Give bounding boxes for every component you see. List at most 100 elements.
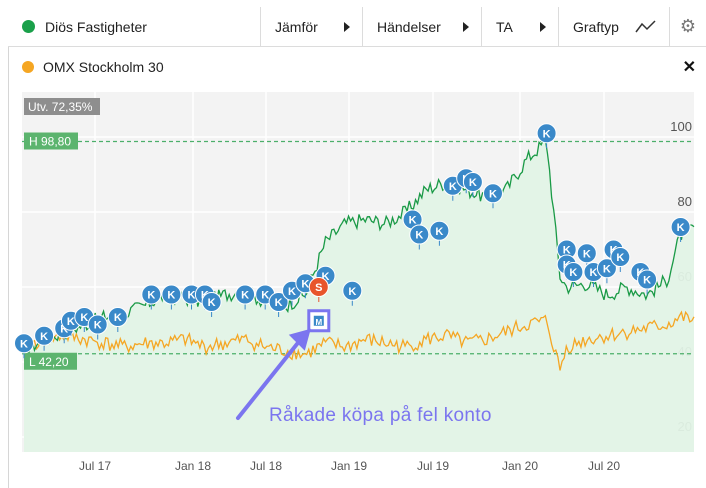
x-tick-label: Jul 20	[588, 459, 620, 473]
event-marker-k-label: K	[60, 323, 68, 335]
event-marker-k-label: K	[261, 290, 269, 302]
graph-type-button[interactable]: Graftyp	[559, 7, 670, 46]
ta-menu-button[interactable]: TA	[482, 7, 559, 46]
highlight-marker	[313, 315, 324, 326]
event-marker-k-label: K	[322, 271, 330, 283]
event-marker-k-label: K	[20, 338, 28, 350]
chart-toolbar: Diös Fastigheter Jämför Händelser TA Gra…	[8, 7, 706, 47]
line-chart-icon	[635, 19, 656, 32]
caret-right-icon	[540, 21, 546, 32]
event-marker-k-label: K	[677, 222, 685, 234]
event-marker-k-label: K	[616, 252, 624, 264]
event-marker-k	[409, 224, 430, 245]
event-marker-k	[34, 325, 55, 346]
event-marker-k-label: K	[67, 316, 75, 328]
event-marker-k-label: K	[603, 263, 611, 275]
event-marker-k	[87, 314, 108, 335]
event-marker-k	[462, 172, 483, 192]
event-marker-k	[576, 243, 597, 264]
instrument-color-dot	[22, 20, 35, 33]
caret-right-icon	[463, 21, 469, 32]
event-marker-k	[563, 262, 584, 282]
event-marker-s	[308, 277, 329, 297]
annotation-arrow-head	[288, 328, 311, 351]
instrument-name: Diös Fastigheter	[45, 18, 147, 35]
event-marker-k-label: K	[348, 286, 356, 298]
events-label: Händelser	[377, 18, 441, 35]
event-marker-k-label: K	[40, 331, 48, 343]
event-marker-k-label: K	[563, 245, 571, 257]
event-marker-k	[429, 220, 450, 241]
event-marker-k-label: K	[188, 290, 196, 302]
event-marker-k-label: K	[415, 230, 423, 242]
compare-menu-button[interactable]: Jämför	[261, 7, 363, 46]
event-marker-k-label: K	[275, 297, 283, 309]
x-tick-label: Jul 17	[79, 459, 111, 473]
event-marker-k	[107, 307, 128, 327]
event-marker-k-label: K	[94, 320, 102, 332]
x-tick-label: Jul 19	[417, 459, 449, 473]
event-marker-k-label: K	[643, 275, 651, 287]
comparison-legend: OMX Stockholm 30 ✕	[8, 47, 706, 87]
annotation-arrow-shaft	[236, 334, 305, 420]
event-marker-k-label: K	[435, 226, 443, 238]
settings-button[interactable]: ⚙	[670, 7, 706, 46]
event-marker-k-label: K	[208, 297, 216, 309]
dios-line	[23, 138, 695, 358]
caret-right-icon	[344, 21, 350, 32]
event-marker-k	[670, 217, 691, 237]
x-tick-label: Jan 19	[331, 459, 367, 473]
change-label: Utv. 72,35%	[28, 100, 93, 114]
close-icon[interactable]: ✕	[682, 59, 696, 76]
event-marker-k	[161, 284, 182, 305]
event-marker-k-label: K	[569, 267, 577, 279]
event-marker-k	[536, 123, 557, 144]
event-marker-k	[201, 292, 222, 312]
highlight-marker-label: M	[315, 318, 322, 327]
event-marker-k	[596, 258, 617, 279]
high-badge	[24, 132, 78, 150]
event-marker-k	[637, 269, 658, 290]
event-marker-k-label: K	[590, 267, 598, 279]
event-marker-k-label: K	[288, 286, 296, 298]
event-marker-k	[141, 284, 162, 305]
event-marker-k	[268, 292, 289, 312]
event-marker-k	[483, 183, 503, 204]
event-marker-k-label: K	[583, 248, 591, 260]
event-marker-k	[235, 284, 256, 305]
comparison-color-dot	[22, 61, 34, 73]
event-marker-k	[342, 280, 363, 301]
y-tick-label: 80	[678, 194, 692, 209]
event-marker-k	[14, 333, 34, 354]
comparison-name: OMX Stockholm 30	[43, 59, 164, 75]
high-label: H 98,80	[29, 135, 71, 149]
event-marker-k	[610, 247, 631, 267]
ta-label: TA	[496, 18, 513, 35]
event-marker-s-label: S	[315, 282, 322, 294]
graph-type-label: Graftyp	[573, 18, 619, 35]
event-marker-k-label: K	[543, 128, 551, 140]
event-marker-k-label: K	[114, 312, 122, 324]
omx-line	[23, 310, 695, 371]
event-marker-k-label: K	[449, 181, 457, 193]
low-badge	[24, 352, 77, 370]
y-tick-label: 100	[670, 119, 692, 134]
compare-label: Jämför	[275, 18, 318, 35]
annotation-text: Råkade köpa på fel konto	[269, 405, 492, 426]
low-label: L 42,20	[29, 355, 69, 369]
event-marker-k-label: K	[147, 290, 155, 302]
event-marker-k-label: K	[301, 278, 309, 290]
change-badge	[24, 98, 100, 115]
event-marker-k-label: K	[80, 312, 88, 324]
event-marker-k-label: K	[167, 290, 175, 302]
instrument-selector[interactable]: Diös Fastigheter	[8, 7, 261, 46]
event-marker-k-label: K	[469, 177, 477, 189]
x-tick-label: Jan 20	[502, 459, 538, 473]
event-marker-k-label: K	[409, 215, 417, 227]
events-menu-button[interactable]: Händelser	[363, 7, 482, 46]
x-tick-label: Jan 18	[175, 459, 211, 473]
gear-icon: ⚙	[679, 16, 697, 36]
event-marker-k-label: K	[489, 188, 497, 200]
x-tick-label: Jul 18	[250, 459, 282, 473]
